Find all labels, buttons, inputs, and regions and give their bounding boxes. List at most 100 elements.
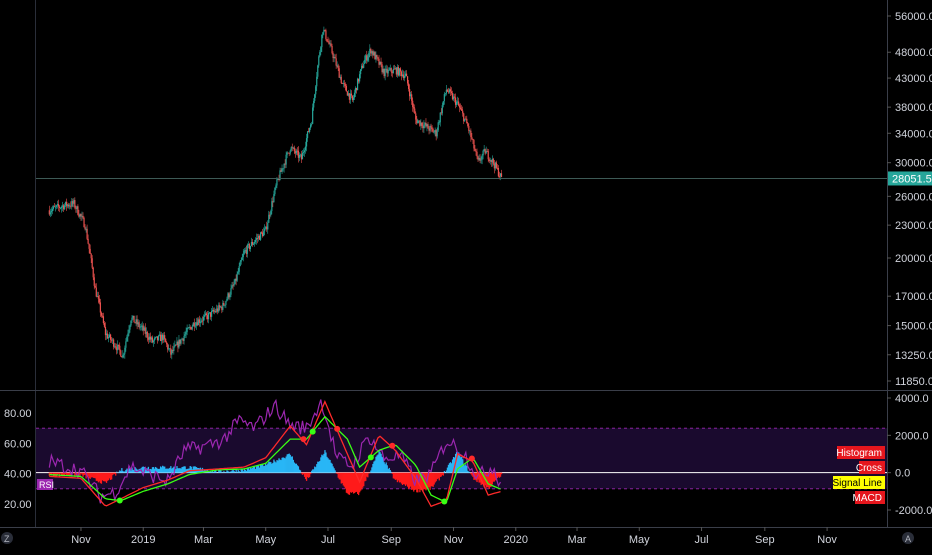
- candle-body: [56, 205, 57, 206]
- candle-body: [223, 303, 224, 305]
- candle-body: [49, 210, 50, 214]
- candle-body: [472, 139, 473, 140]
- candle-body: [123, 354, 124, 355]
- candle-body: [325, 30, 326, 39]
- candle-body: [384, 69, 385, 76]
- candle-body: [435, 130, 436, 132]
- candle-body: [340, 77, 341, 78]
- candle-body: [159, 335, 160, 336]
- candle-body: [147, 332, 148, 338]
- candle-body: [485, 149, 486, 153]
- candle-body: [374, 52, 375, 59]
- candle-body: [238, 272, 239, 274]
- candle-body: [153, 341, 154, 343]
- candle-body: [269, 215, 270, 216]
- candle-body: [334, 57, 335, 58]
- candle-body: [349, 93, 350, 99]
- candle-body: [179, 340, 180, 344]
- candle-body: [434, 132, 435, 133]
- candle-body: [397, 67, 398, 74]
- candle-body: [245, 250, 246, 251]
- legend-tag-label: Cross: [856, 463, 882, 474]
- candle-body: [403, 74, 404, 78]
- price-tick-label: 20000.0: [895, 253, 932, 265]
- candle-body: [351, 94, 352, 96]
- candle-body: [336, 58, 337, 65]
- candle-body: [417, 121, 418, 123]
- candle-body: [467, 123, 468, 126]
- candle-body: [210, 312, 211, 317]
- candle-body: [406, 74, 407, 77]
- candle-body: [327, 41, 328, 42]
- candle-body: [88, 239, 89, 244]
- candle-body: [141, 326, 142, 327]
- cross-dot: [334, 426, 340, 432]
- candle-body: [441, 113, 442, 114]
- candle-body: [172, 350, 173, 351]
- candle-body: [412, 101, 413, 107]
- candle-body: [462, 111, 463, 114]
- candle-body: [458, 102, 459, 106]
- price-tick-label: 17000.0: [895, 291, 932, 303]
- candle-body: [139, 322, 140, 327]
- candle-body: [311, 124, 312, 125]
- candle-body: [86, 229, 87, 239]
- candle-body: [212, 310, 213, 311]
- candle-body: [225, 301, 226, 305]
- rsi-badge: RSI: [37, 479, 54, 490]
- candle-body: [78, 215, 79, 217]
- candle-body: [280, 170, 281, 171]
- candle-body: [338, 65, 339, 68]
- candle-body: [98, 296, 99, 299]
- candle-body: [450, 89, 451, 91]
- candle-body: [77, 206, 78, 215]
- auto-scale-button[interactable]: A: [902, 532, 914, 544]
- candle-body: [405, 74, 406, 76]
- legend-tag-signal-line: Signal Line: [833, 476, 885, 489]
- legend-tag-label: Histogram: [836, 448, 882, 459]
- rsi-tick-label: 60.00: [4, 438, 32, 450]
- candle-body: [196, 322, 197, 325]
- candle-body: [443, 101, 444, 105]
- rsi-tick-label: 20.00: [4, 499, 32, 511]
- candle-body: [57, 204, 58, 205]
- candle-body: [230, 288, 231, 294]
- candle-body: [201, 321, 202, 322]
- candle-body: [67, 205, 68, 207]
- candle-body: [404, 76, 405, 78]
- candle-body: [82, 216, 83, 218]
- candle-body: [283, 164, 284, 169]
- candle-body: [290, 151, 291, 154]
- candle-body: [180, 339, 181, 343]
- candle-body: [292, 147, 293, 148]
- candle-body: [493, 159, 494, 164]
- candle-body: [198, 319, 199, 325]
- candle-body: [419, 120, 420, 125]
- candle-body: [429, 126, 430, 131]
- candle-body: [322, 32, 323, 34]
- candle-body: [398, 67, 399, 75]
- candle-body: [294, 148, 295, 152]
- candle-body: [85, 229, 86, 230]
- candle-body: [309, 128, 310, 132]
- candle-body: [150, 337, 151, 340]
- histogram-bar: [444, 471, 445, 473]
- time-tick-label: Nov: [71, 534, 91, 546]
- candle-body: [165, 339, 166, 343]
- candle-body: [495, 163, 496, 169]
- timezone-button[interactable]: Z: [1, 532, 13, 544]
- candle-body: [310, 125, 311, 128]
- candle-body: [324, 30, 325, 31]
- candle-body: [50, 212, 51, 214]
- candle-body: [229, 295, 230, 298]
- candle-body: [250, 246, 251, 249]
- time-tick-label: 2019: [131, 534, 155, 546]
- candle-body: [158, 336, 159, 341]
- candle-body: [330, 43, 331, 46]
- candle-body: [178, 340, 179, 348]
- candle-body: [240, 262, 241, 267]
- candle-body: [354, 93, 355, 98]
- candle-body: [381, 64, 382, 72]
- candle-body: [119, 346, 120, 350]
